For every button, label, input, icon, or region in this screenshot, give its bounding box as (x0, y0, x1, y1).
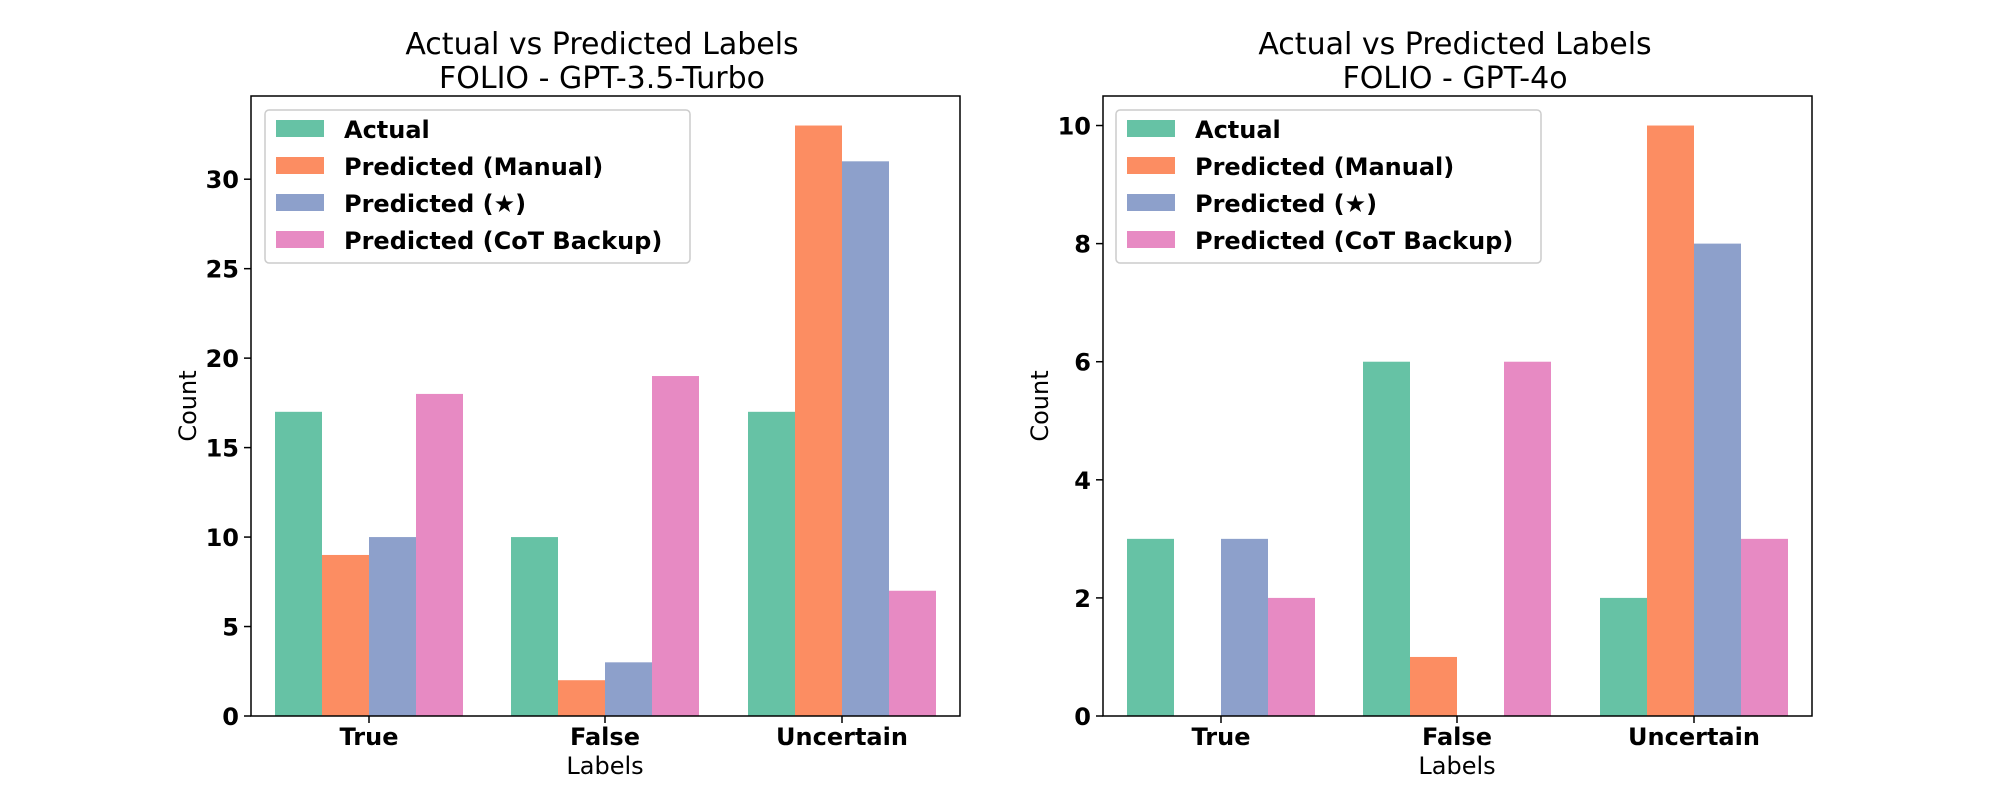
y-axis-label: Count (174, 370, 202, 441)
y-tick-label: 10 (206, 524, 239, 552)
x-tick-label: False (570, 723, 640, 751)
bar (1363, 361, 1410, 716)
legend-swatch (1127, 231, 1175, 248)
bar (652, 376, 699, 716)
chart-gpt35: Actual vs Predicted Labels FOLIO - GPT-3… (174, 27, 961, 780)
y-tick-label: 0 (222, 703, 239, 731)
bar (795, 125, 842, 717)
legend-swatch (1127, 120, 1175, 137)
y-ticks: 0 5 10 15 20 25 30 (206, 166, 251, 731)
y-tick-label: 4 (1074, 467, 1091, 495)
bar (605, 662, 652, 716)
legend-label: Predicted (CoT Backup) (344, 227, 662, 255)
legend-label: Predicted (CoT Backup) (1195, 227, 1513, 255)
chart-subtitle: FOLIO - GPT-3.5-Turbo (439, 61, 765, 96)
y-tick-label: 20 (206, 345, 239, 373)
y-tick-label: 15 (206, 435, 239, 463)
y-tick-label: 5 (222, 614, 239, 642)
x-tick-label: True (1192, 723, 1251, 751)
x-axis-label: Labels (1418, 752, 1495, 780)
legend-label: Predicted (★) (344, 190, 526, 218)
bar (1504, 361, 1551, 716)
bar (369, 537, 416, 716)
bar (1600, 597, 1647, 716)
bars (275, 125, 936, 717)
y-tick-label: 10 (1058, 113, 1091, 141)
legend-swatch (1127, 157, 1175, 174)
bar (416, 393, 463, 716)
bar (1694, 243, 1741, 716)
bars (1127, 125, 1788, 717)
y-tick-label: 6 (1074, 349, 1091, 377)
legend-label: Predicted (★) (1195, 190, 1377, 218)
legend-swatch (276, 231, 324, 248)
bar (1741, 538, 1788, 716)
y-axis-label: Count (1026, 370, 1054, 441)
legend-box (264, 109, 691, 264)
chart-title: Actual vs Predicted Labels (405, 27, 798, 62)
y-ticks: 0 2 4 6 8 10 (1058, 113, 1103, 731)
legend-swatch (1127, 194, 1175, 211)
legend: Actual Predicted (Manual) Predicted (★) … (264, 109, 691, 264)
y-tick-label: 25 (206, 256, 239, 284)
legend-label: Actual (1195, 116, 1281, 144)
legend: Actual Predicted (Manual) Predicted (★) … (1115, 109, 1542, 264)
axes-frame (250, 95, 961, 717)
legend-swatch (276, 157, 324, 174)
bar (511, 537, 558, 716)
bar (748, 411, 795, 716)
y-tick-label: 30 (206, 166, 239, 194)
x-tick-label: Uncertain (776, 723, 908, 751)
legend-label: Actual (344, 116, 430, 144)
chart-gpt4o: Actual vs Predicted Labels FOLIO - GPT-4… (1026, 27, 1813, 780)
x-ticks: True False Uncertain (1192, 716, 1760, 751)
legend-label: Predicted (Manual) (344, 153, 603, 181)
bar (1647, 125, 1694, 717)
y-tick-label: 8 (1074, 231, 1091, 259)
x-tick-label: False (1422, 723, 1492, 751)
bar (1410, 656, 1457, 716)
x-ticks: True False Uncertain (340, 716, 908, 751)
x-tick-label: True (340, 723, 399, 751)
bar (322, 554, 369, 716)
legend-label: Predicted (Manual) (1195, 153, 1454, 181)
legend-swatch (276, 120, 324, 137)
bar (558, 680, 605, 716)
y-tick-label: 0 (1074, 703, 1091, 731)
legend-box (1115, 109, 1542, 264)
chart-title: Actual vs Predicted Labels (1258, 27, 1651, 62)
bar (889, 590, 936, 716)
axes-frame (1102, 95, 1813, 717)
bar (275, 411, 322, 716)
legend-swatch (276, 194, 324, 211)
chart-subtitle: FOLIO - GPT-4o (1342, 61, 1567, 96)
bar (1268, 597, 1315, 716)
bar (1221, 538, 1268, 716)
x-tick-label: Uncertain (1628, 723, 1760, 751)
x-axis-label: Labels (566, 752, 643, 780)
bar (1127, 538, 1174, 716)
bar (842, 161, 889, 716)
y-tick-label: 2 (1074, 585, 1091, 613)
